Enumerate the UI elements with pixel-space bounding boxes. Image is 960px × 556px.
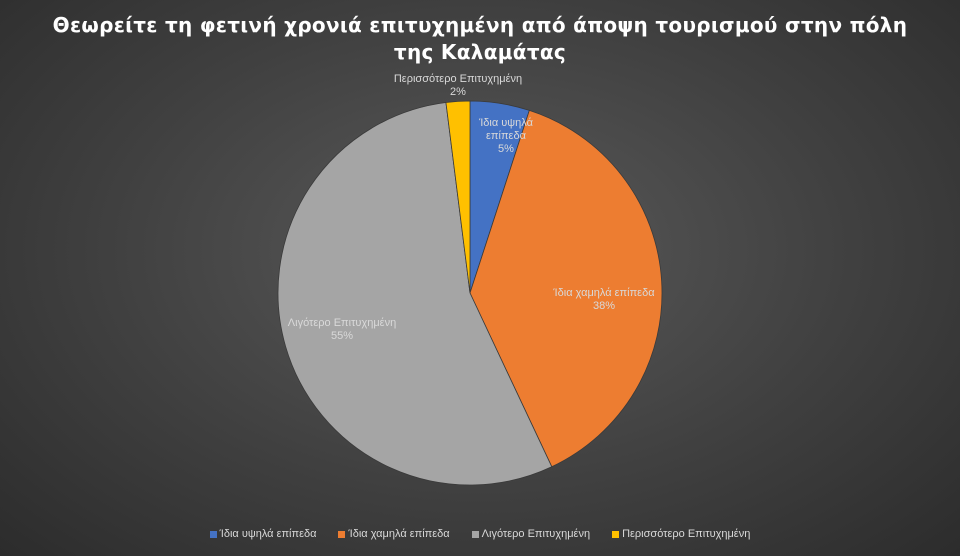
legend-swatch	[338, 530, 346, 538]
legend-label: Λιγότερο Επιτυχημένη	[481, 528, 591, 540]
data-label-low-same: Ίδια χαμηλά επίπεδα 38%	[552, 287, 655, 312]
legend-item-high-same: Ίδια υψηλά επίπεδα	[209, 528, 317, 540]
pie-slice-low-same	[469, 109, 663, 468]
legend-item-less-successful: Λιγότερο Επιτυχημένη	[471, 528, 591, 540]
data-label-more-successful: Περισσότερο Επιτυχημένη 2%	[394, 73, 522, 98]
legend-swatch	[471, 530, 479, 538]
legend: Ίδια υψηλά επίπεδα Ίδια χαμηλά επίπεδα Λιγ…	[0, 528, 960, 540]
chart-title: Θεωρείτε τη φετινή χρονιά επιτυχημένη απ…	[52, 13, 908, 64]
legend-item-low-same: Ίδια χαμηλά επίπεδα	[338, 528, 450, 540]
data-label-high-same: Ίδια υψηλά επίπεδα 5%	[478, 117, 534, 155]
legend-item-more-successful: Περισσότερο Επιτυχημένη	[612, 528, 750, 540]
data-label-less-successful: Λιγότερο Επιτυχημένη 55%	[288, 317, 396, 342]
legend-swatch	[209, 530, 217, 538]
legend-label: Περισσότερο Επιτυχημένη	[622, 528, 751, 540]
legend-swatch	[612, 530, 620, 538]
pie-slice-less-successful	[277, 102, 553, 486]
legend-label: Ίδια χαμηλά επίπεδα	[348, 528, 450, 540]
pie-slice-more-successful	[445, 100, 471, 294]
legend-label: Ίδια υψηλά επίπεδα	[219, 528, 317, 540]
